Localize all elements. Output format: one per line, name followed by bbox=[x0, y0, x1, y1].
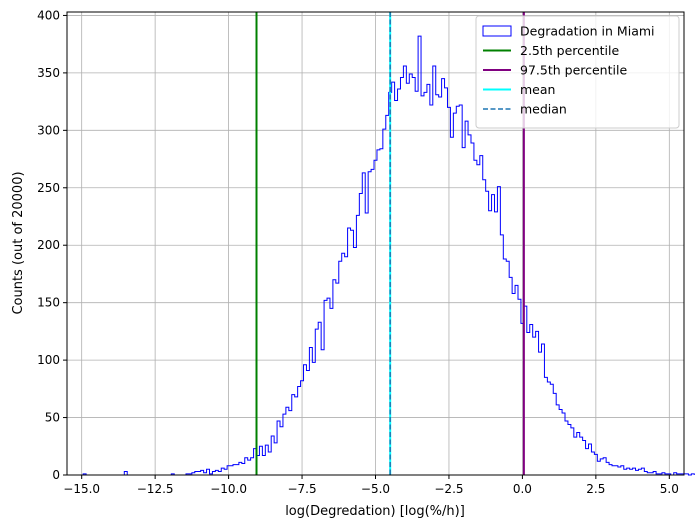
x-tick-label: −5.0 bbox=[361, 482, 390, 496]
histogram-series bbox=[82, 35, 695, 476]
y-tick-label: 300 bbox=[37, 123, 60, 137]
x-tick-label: 5.0 bbox=[660, 482, 679, 496]
x-tick-label: 2.5 bbox=[586, 482, 605, 496]
legend-label: 2.5th percentile bbox=[520, 43, 619, 58]
y-axis-label: Counts (out of 20000) bbox=[11, 171, 26, 314]
y-tick-label: 50 bbox=[45, 411, 60, 425]
legend-box bbox=[475, 15, 680, 129]
y-tick-label: 200 bbox=[37, 238, 60, 252]
x-tick-label: −15.0 bbox=[63, 482, 100, 496]
legend: Degradation in Miami 2.5th percentile 97.5… bbox=[475, 15, 680, 129]
grid-lines bbox=[67, 12, 684, 476]
legend-label: Degradation in Miami bbox=[520, 24, 655, 39]
x-tick-label: −7.5 bbox=[287, 482, 316, 496]
x-axis-label: log(Degredation) [log(%/h)] bbox=[285, 504, 465, 519]
legend-label: mean bbox=[520, 82, 555, 97]
x-tick-label: −10.0 bbox=[210, 482, 247, 496]
legend-swatch bbox=[482, 25, 512, 37]
legend-label: median bbox=[520, 102, 567, 117]
histogram-outline bbox=[82, 35, 695, 476]
x-tick-label: −12.5 bbox=[137, 482, 174, 496]
y-tick-label: 250 bbox=[37, 181, 60, 195]
legend-label: 97.5th percentile bbox=[520, 63, 627, 78]
y-tick-label: 0 bbox=[52, 468, 60, 482]
y-tick-label: 400 bbox=[37, 8, 60, 22]
x-tick-label: 0.0 bbox=[513, 482, 532, 496]
y-axis-ticks: 0 50 100 150 200 250 300 350 400 bbox=[37, 8, 67, 482]
y-tick-label: 100 bbox=[37, 353, 60, 367]
x-axis-ticks: −15.0 −12.5 −10.0 −7.5 −5.0 −2.5 0.0 2.5 5.0 bbox=[63, 475, 679, 496]
y-tick-label: 150 bbox=[37, 296, 60, 310]
y-tick-label: 350 bbox=[37, 66, 60, 80]
x-tick-label: −2.5 bbox=[434, 482, 463, 496]
